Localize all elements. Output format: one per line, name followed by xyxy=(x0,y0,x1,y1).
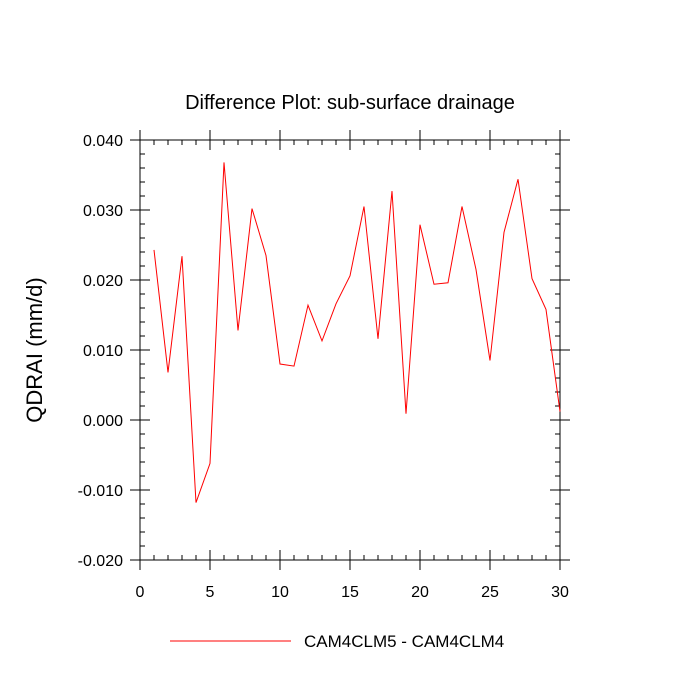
x-tick-label: 0 xyxy=(136,584,145,601)
series-group xyxy=(153,162,561,503)
x-tick-label: 20 xyxy=(411,584,429,601)
x-tick-label: 15 xyxy=(341,584,359,601)
axis-ticks xyxy=(130,130,570,570)
y-tick-label: 0.040 xyxy=(83,133,123,150)
y-tick-label: -0.020 xyxy=(78,553,123,570)
legend: CAM4CLM5 - CAM4CLM4 xyxy=(170,632,504,651)
x-tick-label: 10 xyxy=(271,584,289,601)
y-tick-label: 0.020 xyxy=(83,273,123,290)
chart-title: Difference Plot: sub-surface drainage xyxy=(185,92,515,114)
series-line xyxy=(153,162,561,503)
y-axis-label: QDRAI (mm/d) xyxy=(22,277,47,422)
legend-label: CAM4CLM5 - CAM4CLM4 xyxy=(304,632,504,651)
x-tick-label: 25 xyxy=(481,584,499,601)
axis-tick-labels: 0 5 10 15 20 25 30 -0.020 -0.010 0.000 0.010 0.020 0… xyxy=(78,133,569,601)
y-tick-label: 0.010 xyxy=(83,343,123,360)
x-tick-label: 30 xyxy=(551,584,569,601)
y-tick-label: 0.030 xyxy=(83,203,123,220)
x-tick-label: 5 xyxy=(206,584,215,601)
y-tick-label: 0.000 xyxy=(83,413,123,430)
plot-frame xyxy=(139,139,561,561)
y-tick-label: -0.010 xyxy=(78,483,123,500)
